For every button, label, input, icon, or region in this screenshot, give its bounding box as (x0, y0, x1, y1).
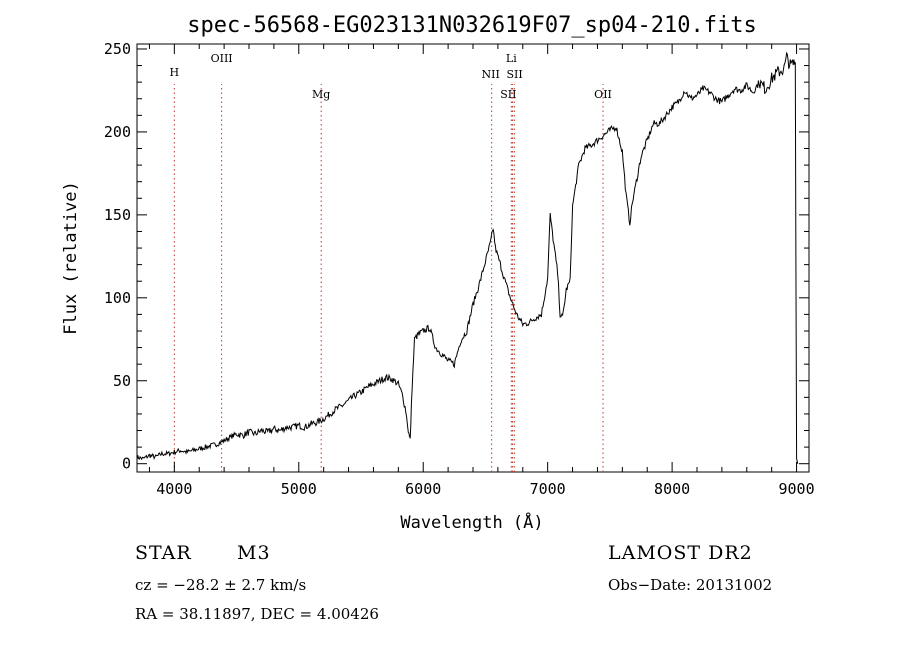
y-tick-label: 250 (104, 40, 131, 58)
x-axis-label: Wavelength (Å) (400, 511, 543, 533)
x-tick-label: 4000 (156, 480, 192, 498)
y-tick-label: 50 (113, 372, 131, 390)
spectral-line-label: OIII (211, 52, 233, 65)
observation-date: Obs−Date: 20131002 (608, 576, 773, 594)
redshift-velocity: cz = −28.2 ± 2.7 km/s (135, 576, 307, 594)
y-tick-label: 100 (104, 289, 131, 307)
axis-ticks: 4000 5000 6000 7000 8000 9000 0 50 100 150 200 250 (104, 40, 815, 498)
survey-name: LAMOST DR2 (608, 542, 753, 564)
x-tick-label: 8000 (654, 480, 690, 498)
spectral-line-label: NII (482, 68, 500, 81)
object-subclass: M3 (237, 542, 271, 564)
y-tick-label: 200 (104, 123, 131, 141)
spectrum-line (136, 51, 799, 464)
x-tick-label: 6000 (405, 480, 441, 498)
spectral-line-label: SII (506, 68, 522, 81)
x-tick-label: 9000 (778, 480, 814, 498)
coordinates: RA = 38.11897, DEC = 4.00426 (135, 605, 379, 623)
spectral-line-markers: H OIII Mg NII Li SII SII OII (170, 52, 612, 472)
plot-frame (136, 43, 810, 473)
object-class: STAR (135, 542, 192, 564)
y-tick-label: 0 (122, 455, 131, 473)
spectral-line-label: Mg (312, 88, 330, 101)
spectral-line-label: OII (594, 88, 612, 101)
x-tick-label: 5000 (281, 480, 317, 498)
chart-title: spec-56568-EG023131N032619F07_sp04-210.f… (187, 13, 757, 38)
spectral-line-label: SII (500, 88, 516, 101)
spectral-line-label: Li (506, 52, 517, 65)
spectral-line-label: H (170, 66, 180, 79)
x-tick-label: 7000 (530, 480, 566, 498)
y-axis-label: Flux (relative) (61, 181, 81, 335)
y-tick-label: 150 (104, 206, 131, 224)
